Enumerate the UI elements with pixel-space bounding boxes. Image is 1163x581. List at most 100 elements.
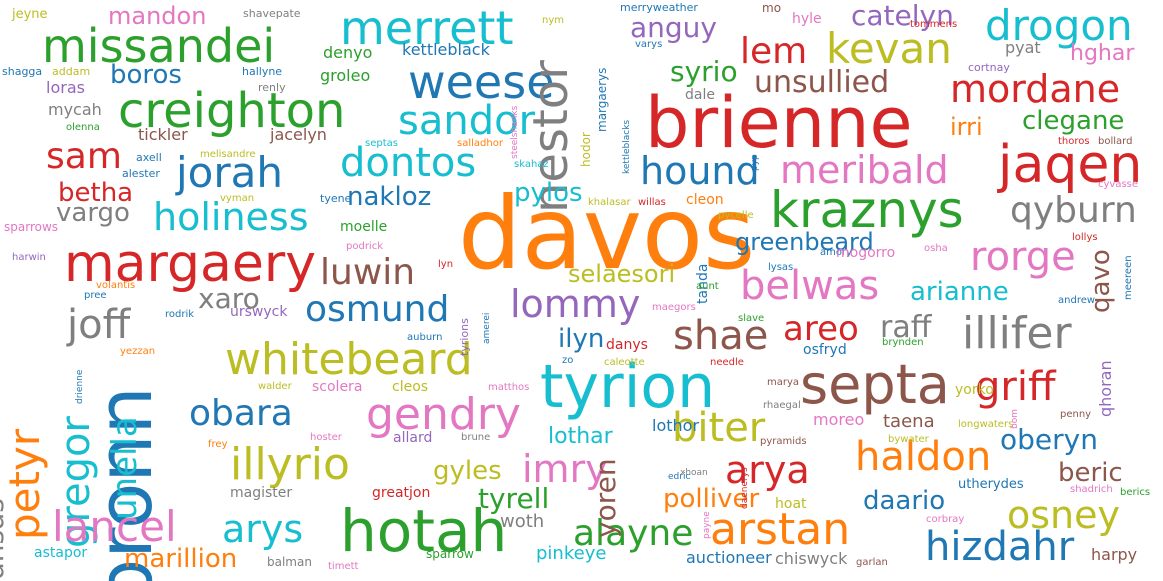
word: tommens <box>910 19 958 30</box>
word: brienne <box>645 82 913 164</box>
word: sandor <box>398 98 536 144</box>
word: margaery <box>64 234 317 294</box>
word: biter <box>672 405 766 451</box>
word: thoros <box>1058 136 1090 147</box>
word: beric <box>1058 458 1123 488</box>
word: mogorro <box>836 245 896 261</box>
word: skahaz <box>514 159 549 170</box>
word: rhaegal <box>763 400 801 411</box>
word: joff <box>67 302 131 348</box>
word: auctioneer <box>686 548 772 567</box>
word: gendry <box>366 389 521 440</box>
word: xaro <box>198 282 260 315</box>
word: addam <box>52 65 91 78</box>
word: walder <box>258 381 292 392</box>
word: harpy <box>1091 545 1138 564</box>
word: polliver <box>663 484 760 514</box>
word: yezzan <box>120 346 156 357</box>
word: petyr <box>0 428 49 540</box>
word: shavepate <box>243 7 301 20</box>
word: bollard <box>1098 136 1133 147</box>
word: magister <box>230 485 293 501</box>
word: hotah <box>340 497 508 565</box>
word: drienne <box>75 369 85 404</box>
word: lollys <box>1072 232 1098 243</box>
word: frey <box>208 439 228 450</box>
word: lyn <box>438 259 454 270</box>
word: cyvasse <box>1098 179 1139 190</box>
word: septas <box>365 138 398 149</box>
word: zo <box>562 355 574 366</box>
word: raff <box>880 310 932 345</box>
word: oberyn <box>1000 423 1098 456</box>
word: volantis <box>96 280 136 291</box>
word: hizdahr <box>925 524 1075 570</box>
word: obara <box>189 393 293 434</box>
word: bywater <box>888 434 929 445</box>
word: areo <box>783 309 859 349</box>
word: sparrows <box>4 220 59 234</box>
word: hound <box>640 149 760 193</box>
word: willas <box>638 197 666 208</box>
word: qhoran <box>1096 360 1115 417</box>
word: payne <box>702 511 712 539</box>
word: qyburn <box>1010 190 1137 231</box>
word: chiswyck <box>775 549 848 568</box>
word: lysas <box>768 262 794 273</box>
word: belwas <box>740 263 880 309</box>
word: xhoan <box>680 468 708 478</box>
word: ilyn <box>558 324 605 354</box>
word: betha <box>58 178 134 208</box>
word: cleon <box>686 192 724 208</box>
word: greenbeard <box>735 228 874 256</box>
word: hghar <box>1070 41 1135 66</box>
word: marillion <box>124 544 238 574</box>
word: timett <box>328 561 359 572</box>
word: lancel <box>52 502 177 551</box>
word: shadrich <box>1070 484 1113 495</box>
word: pree <box>84 290 107 301</box>
word: weese <box>408 55 555 109</box>
word: sam <box>46 136 122 177</box>
word: meereen <box>1123 255 1134 300</box>
word: utherydes <box>958 477 1024 492</box>
word: kettleblack <box>402 40 490 59</box>
word: caleotte <box>604 357 645 368</box>
word: loras <box>46 78 85 97</box>
word: clegane <box>1022 106 1125 136</box>
word: cortnay <box>968 61 1010 74</box>
word: alester <box>122 167 160 180</box>
word: allard <box>393 430 433 446</box>
word: lommy <box>510 282 641 326</box>
word: kraznys <box>770 181 964 239</box>
word: longwaters <box>958 419 1014 430</box>
word: lothar <box>548 424 613 449</box>
word: arya <box>725 448 810 492</box>
word: tyene <box>320 192 352 205</box>
word: haldon <box>855 434 992 480</box>
word: osney <box>1007 493 1120 537</box>
word: missandei <box>42 19 276 73</box>
word: corbray <box>926 514 965 525</box>
word: denyo <box>323 43 373 62</box>
word: drogon <box>985 1 1133 50</box>
word: edric <box>668 472 691 482</box>
word: nakloz <box>347 182 432 212</box>
word: jaqen <box>998 135 1143 195</box>
word: mandon <box>108 2 207 30</box>
word: maegors <box>652 302 696 313</box>
word: melisandre <box>200 149 256 160</box>
word: tyrell <box>478 482 550 515</box>
word: jacelyn <box>270 125 327 144</box>
word: andrew <box>1058 295 1096 306</box>
word: shagga <box>2 65 43 78</box>
word: rodrik <box>165 309 195 320</box>
word: pycelle <box>718 210 754 221</box>
word: alayne <box>573 513 694 554</box>
word: olenna <box>66 122 100 133</box>
word: pyat <box>1005 38 1041 57</box>
word: anguy <box>630 11 717 44</box>
word: vargo <box>56 198 130 228</box>
word: septa <box>800 353 950 416</box>
word: gyles <box>433 456 502 486</box>
